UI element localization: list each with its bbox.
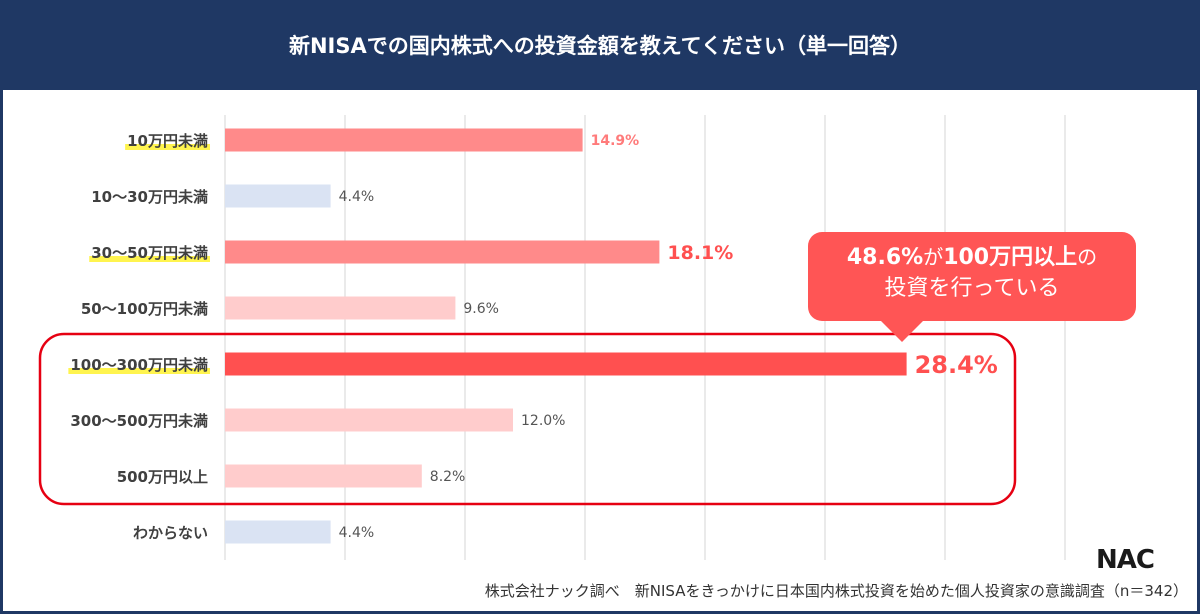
data-label: 18.1%	[667, 242, 733, 264]
highlight-box	[38, 332, 1017, 506]
callout-text: 投資を行っている	[884, 276, 1060, 301]
bar	[225, 184, 331, 208]
category-label: 50〜100万円未満	[81, 300, 208, 318]
category-label: 30〜50万円未満	[91, 244, 208, 262]
bar	[225, 128, 583, 152]
chart-title: 新NISAでの国内株式への投資金額を教えてください（単一回答）	[0, 0, 1200, 90]
bar	[225, 464, 422, 488]
data-label: 8.2%	[430, 469, 466, 485]
bar	[225, 296, 456, 320]
callout-amount: 100万円以上	[943, 245, 1078, 270]
data-label: 4.4%	[339, 189, 375, 205]
bar	[225, 240, 660, 264]
callout-no: の	[1077, 245, 1098, 269]
bar	[225, 520, 331, 544]
bar	[225, 408, 513, 432]
category-label: 100〜300万円未満	[70, 356, 208, 374]
callout-bubble: 48.6%が100万円以上の 投資を行っている	[808, 232, 1136, 321]
data-label: 9.6%	[463, 301, 499, 317]
data-label: 14.9%	[591, 133, 640, 149]
data-label: 4.4%	[339, 525, 375, 541]
label-highlight	[89, 256, 210, 262]
category-label: 300〜500万円未満	[70, 412, 208, 430]
source-note: 株式会社ナック調べ 新NISAをきっかけに日本国内株式投資を始めた個人投資家の意…	[484, 582, 1188, 600]
data-label: 12.0%	[521, 413, 565, 429]
label-highlight	[125, 144, 210, 150]
label-highlight	[68, 368, 210, 374]
callout-ga: が	[923, 245, 944, 269]
callout-percent: 48.6%	[846, 245, 924, 270]
category-label: わからない	[133, 524, 208, 542]
nac-logo: NAC	[1096, 545, 1155, 575]
bar	[225, 352, 907, 376]
category-label: 10万円未満	[127, 132, 208, 150]
category-label: 500万円以上	[117, 468, 208, 486]
callout-tail	[880, 320, 924, 342]
data-label: 28.4%	[915, 351, 998, 379]
category-label: 10〜30万円未満	[91, 188, 208, 206]
